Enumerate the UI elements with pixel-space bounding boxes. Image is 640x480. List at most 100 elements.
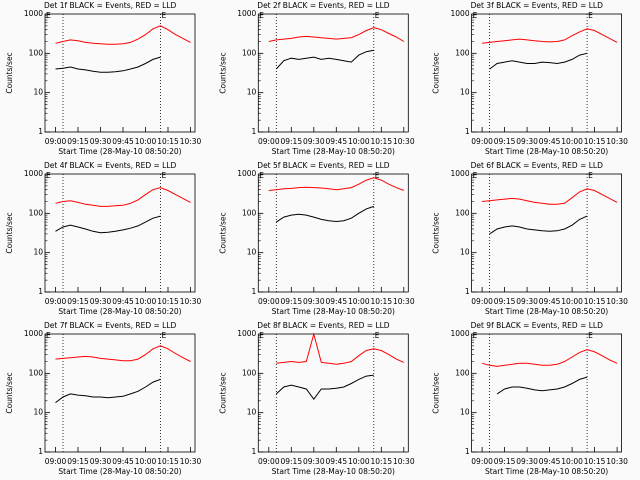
y-tick-label: 10 <box>247 88 257 97</box>
series-line <box>55 187 191 207</box>
x-tick-label: 10:30 <box>180 297 202 306</box>
series-line <box>276 205 374 223</box>
x-tick-label: 09:45 <box>112 297 134 306</box>
annotation: E <box>46 331 51 340</box>
x-tick-label: 10:00 <box>561 297 583 306</box>
x-tick-label: 09:15 <box>67 297 89 306</box>
x-tick-label: 09:00 <box>45 297 67 306</box>
x-axis-label: Start Time (28-May-10 08:50:20) <box>272 467 395 476</box>
x-tick-label: 10:00 <box>135 297 157 306</box>
y-tick-label: 100 <box>455 368 470 377</box>
x-tick-label: 09:45 <box>112 457 134 466</box>
series-line <box>268 177 404 191</box>
plot-frame <box>471 13 623 133</box>
y-tick-label: 100 <box>242 368 257 377</box>
y-tick-label: 10 <box>33 408 43 417</box>
x-axis-label: Start Time (28-May-10 08:50:20) <box>272 307 395 316</box>
y-tick-label: 100 <box>455 208 470 217</box>
x-tick-label: 10:30 <box>606 457 628 466</box>
panel: Det 1f BLACK = Events, RED = LLD Start Ti… <box>5 1 202 156</box>
x-tick-label: 10:00 <box>348 457 370 466</box>
x-tick-label: 09:15 <box>494 457 516 466</box>
plot-frame <box>257 173 409 293</box>
panel-title: Det 5f BLACK = Events, RED = LLD <box>257 161 390 170</box>
x-tick-label: 10:30 <box>606 297 628 306</box>
y-tick-label: 1 <box>252 127 257 136</box>
x-tick-label: 09:30 <box>516 457 538 466</box>
series-line <box>55 345 191 362</box>
y-tick-label: 10 <box>33 248 43 257</box>
x-axis-label: Start Time (28-May-10 08:50:20) <box>272 147 395 156</box>
x-tick-label: 10:30 <box>606 137 628 146</box>
annotation: E <box>375 171 380 180</box>
y-tick-label: 1000 <box>24 169 43 178</box>
x-tick-label: 09:45 <box>539 457 561 466</box>
y-axis-label: Counts/sec <box>5 212 14 253</box>
y-tick-label: 1 <box>465 287 470 296</box>
y-tick-label: 1 <box>465 447 470 456</box>
x-tick-label: 09:15 <box>280 457 302 466</box>
panel-title: Det 1f BLACK = Events, RED = LLD <box>44 1 177 10</box>
x-tick-label: 10:30 <box>393 297 415 306</box>
annotation: E <box>259 11 264 20</box>
panel-title: Det 9f BLACK = Events, RED = LLD <box>471 321 604 330</box>
series-line <box>55 25 191 45</box>
y-tick-label: 10 <box>33 88 43 97</box>
x-tick-label: 10:15 <box>584 137 606 146</box>
x-tick-label: 09:45 <box>325 297 347 306</box>
y-tick-label: 1000 <box>24 329 43 338</box>
x-tick-label: 09:15 <box>494 297 516 306</box>
series-line <box>482 28 618 44</box>
series-line <box>275 49 374 70</box>
y-tick-label: 1000 <box>24 9 43 18</box>
y-tick-label: 100 <box>29 48 44 57</box>
x-tick-label: 09:45 <box>112 137 134 146</box>
panel-title: Det 3f BLACK = Events, RED = LLD <box>471 1 604 10</box>
y-tick-label: 1 <box>252 447 257 456</box>
y-tick-label: 1 <box>252 287 257 296</box>
plot-frame <box>471 333 623 453</box>
panel: Det 6f BLACK = Events, RED = LLD Start Ti… <box>432 161 629 316</box>
x-tick-label: 10:15 <box>370 457 392 466</box>
x-axis-label: Start Time (28-May-10 08:50:20) <box>485 467 608 476</box>
x-tick-label: 09:45 <box>539 297 561 306</box>
series-line <box>275 374 374 401</box>
y-tick-label: 10 <box>247 408 257 417</box>
x-tick-label: 09:00 <box>45 457 67 466</box>
x-tick-label: 10:15 <box>584 457 606 466</box>
panel: Det 2f BLACK = Events, RED = LLD Start Ti… <box>218 1 415 156</box>
y-axis-label: Counts/sec <box>432 52 441 93</box>
x-tick-label: 09:00 <box>258 137 280 146</box>
panel: Det 7f BLACK = Events, RED = LLD Start Ti… <box>5 321 202 476</box>
annotation: E <box>588 171 593 180</box>
y-tick-label: 100 <box>455 48 470 57</box>
y-axis-label: Counts/sec <box>218 372 227 413</box>
plot-frame <box>257 13 409 133</box>
x-tick-label: 10:00 <box>135 137 157 146</box>
series-line <box>55 215 161 234</box>
annotation: E <box>375 11 380 20</box>
annotation: E <box>375 331 380 340</box>
x-tick-label: 10:30 <box>393 137 415 146</box>
y-axis-label: Counts/sec <box>218 212 227 253</box>
panel-title: Det 6f BLACK = Events, RED = LLD <box>471 161 604 170</box>
plot-frame <box>44 13 196 133</box>
y-tick-label: 1000 <box>237 329 256 338</box>
x-tick-label: 09:00 <box>471 137 493 146</box>
x-tick-label: 10:30 <box>393 457 415 466</box>
panel: Det 9f BLACK = Events, RED = LLD Start Ti… <box>432 321 629 476</box>
y-tick-label: 1000 <box>237 169 256 178</box>
y-tick-label: 1000 <box>451 169 470 178</box>
y-tick-label: 1000 <box>451 9 470 18</box>
x-axis-label: Start Time (28-May-10 08:50:20) <box>485 307 608 316</box>
plot-frame <box>257 333 409 453</box>
panel-title: Det 8f BLACK = Events, RED = LLD <box>257 321 390 330</box>
x-tick-label: 09:00 <box>258 297 280 306</box>
x-tick-label: 10:15 <box>584 297 606 306</box>
annotation: E <box>259 331 264 340</box>
panel: Det 8f BLACK = Events, RED = LLD Start Ti… <box>218 321 415 476</box>
y-tick-label: 1 <box>38 447 43 456</box>
panel: Det 4f BLACK = Events, RED = LLD Start Ti… <box>5 161 202 316</box>
y-axis-label: Counts/sec <box>5 372 14 413</box>
